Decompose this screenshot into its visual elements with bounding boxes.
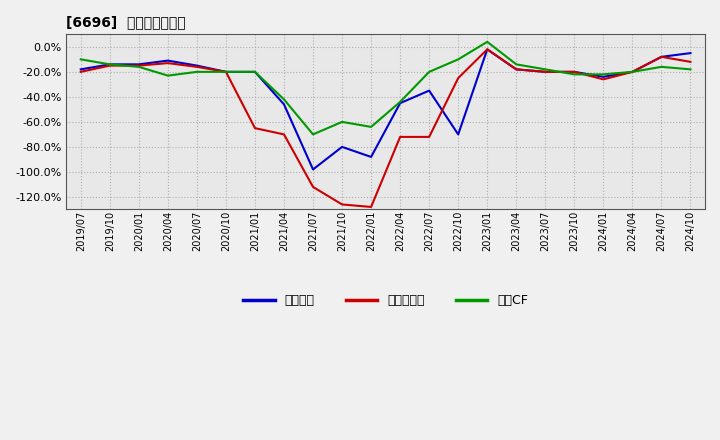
経常利益 [163,58,172,63]
Line: 当期純利益: 当期純利益 [81,49,690,207]
営業CF [570,72,579,77]
経常利益 [628,69,636,74]
営業CF [541,67,549,72]
当期純利益 [76,69,85,74]
当期純利益 [454,76,462,81]
当期純利益 [338,202,346,207]
当期純利益 [628,69,636,74]
当期純利益 [105,63,114,68]
当期純利益 [396,134,405,139]
営業CF [192,69,201,74]
Legend: 経常利益, 当期純利益, 営業CF: 経常利益, 当期純利益, 営業CF [238,289,533,312]
当期純利益 [163,60,172,66]
経常利益 [541,69,549,74]
当期純利益 [483,47,492,52]
経常利益 [483,47,492,52]
経常利益 [425,88,433,93]
当期純利益 [192,64,201,70]
営業CF [135,64,143,70]
経常利益 [338,144,346,150]
経常利益 [366,154,375,160]
Text: [6696]  マージンの推移: [6696] マージンの推移 [66,15,186,29]
当期純利益 [570,69,579,74]
営業CF [454,57,462,62]
経常利益 [657,54,666,59]
当期純利益 [541,69,549,74]
経常利益 [135,62,143,67]
経常利益 [76,67,85,72]
経常利益 [222,69,230,74]
営業CF [686,67,695,72]
営業CF [309,132,318,137]
営業CF [657,64,666,70]
営業CF [483,39,492,44]
経常利益 [309,167,318,172]
営業CF [425,69,433,74]
経常利益 [570,69,579,74]
営業CF [628,69,636,74]
営業CF [338,119,346,125]
当期純利益 [512,67,521,72]
営業CF [251,69,259,74]
当期純利益 [222,69,230,74]
当期純利益 [425,134,433,139]
Line: 経常利益: 経常利益 [81,49,690,169]
経常利益 [279,102,288,107]
当期純利益 [599,77,608,82]
営業CF [222,69,230,74]
当期純利益 [279,132,288,137]
営業CF [396,99,405,105]
Line: 営業CF: 営業CF [81,42,690,134]
営業CF [512,62,521,67]
営業CF [163,73,172,78]
当期純利益 [686,59,695,65]
営業CF [599,72,608,77]
当期純利益 [135,63,143,68]
営業CF [105,62,114,67]
経常利益 [192,63,201,68]
当期純利益 [251,125,259,131]
営業CF [366,124,375,129]
経常利益 [686,51,695,56]
当期純利益 [309,184,318,190]
当期純利益 [657,54,666,59]
営業CF [76,57,85,62]
経常利益 [251,69,259,74]
経常利益 [396,100,405,106]
経常利益 [599,74,608,80]
経常利益 [454,132,462,137]
経常利益 [105,62,114,67]
経常利益 [512,67,521,72]
営業CF [279,97,288,102]
当期純利益 [366,204,375,209]
